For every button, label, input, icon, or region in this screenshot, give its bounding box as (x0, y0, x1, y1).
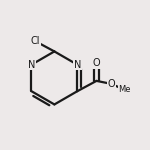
Text: N: N (74, 60, 81, 70)
Text: Me: Me (118, 85, 131, 94)
Text: O: O (107, 79, 115, 89)
Text: N: N (28, 60, 35, 70)
Text: O: O (93, 58, 100, 68)
Text: Cl: Cl (30, 36, 40, 46)
